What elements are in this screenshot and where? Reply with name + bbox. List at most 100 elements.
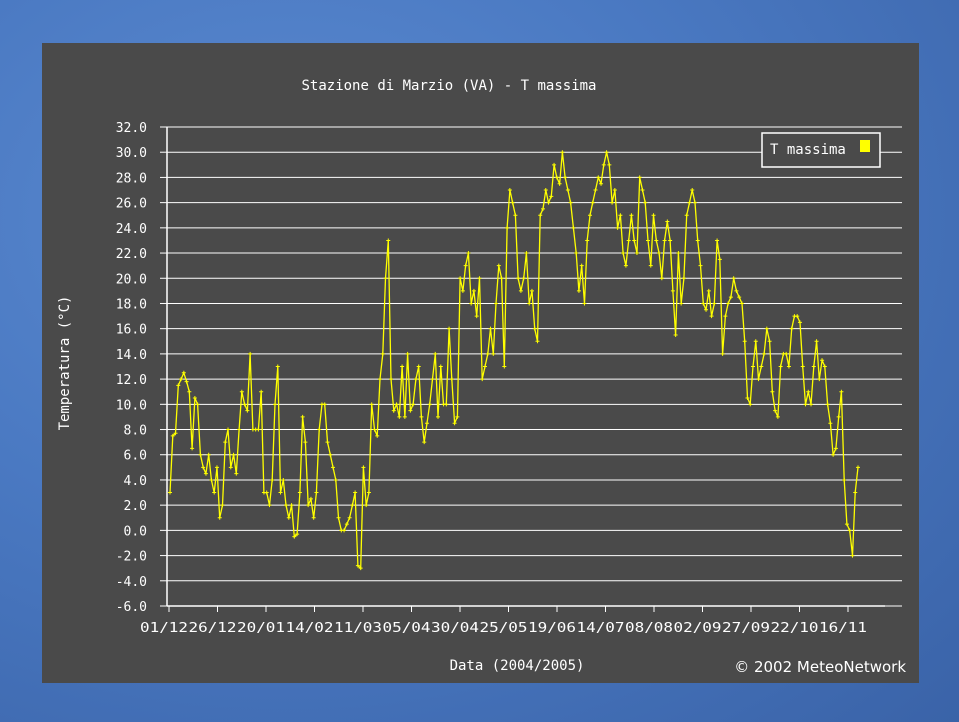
- x-tick-label: 14/02: [286, 621, 334, 636]
- data-point: [466, 251, 471, 256]
- data-point: [640, 188, 645, 193]
- data-point: [471, 288, 476, 293]
- data-point: [270, 477, 275, 482]
- data-point: [784, 351, 789, 356]
- data-point: [820, 358, 825, 363]
- data-point: [297, 490, 302, 495]
- chart-panel: Stazione di Marzio (VA) - T massima 32.0…: [42, 43, 919, 683]
- data-point: [739, 301, 744, 306]
- data-point: [811, 364, 816, 369]
- data-point: [646, 238, 651, 243]
- data-point: [720, 351, 725, 356]
- data-point: [648, 263, 653, 268]
- data-point: [300, 414, 305, 419]
- x-tick-label: 25/05: [480, 621, 528, 636]
- data-point: [552, 162, 557, 167]
- data-point: [789, 326, 794, 331]
- data-point: [706, 288, 711, 293]
- data-point: [615, 225, 620, 230]
- data-point: [745, 396, 750, 401]
- legend-swatch: [860, 140, 870, 152]
- data-point: [668, 238, 673, 243]
- data-point: [198, 452, 203, 457]
- data-point: [375, 433, 380, 438]
- data-point: [306, 503, 311, 508]
- data-point: [637, 175, 642, 180]
- data-point: [168, 490, 172, 495]
- data-point: [350, 503, 355, 508]
- y-tick-label: 4.0: [124, 474, 147, 489]
- data-point: [773, 408, 778, 413]
- data-point: [723, 314, 728, 319]
- x-tick-label: 02/09: [674, 621, 722, 636]
- data-point: [328, 452, 333, 457]
- data-point: [447, 326, 452, 331]
- data-point: [383, 276, 388, 281]
- y-tick-label: 16.0: [116, 323, 147, 338]
- data-point: [623, 263, 628, 268]
- data-point: [380, 351, 385, 356]
- data-point: [217, 515, 222, 520]
- data-point: [314, 490, 319, 495]
- data-point: [590, 200, 595, 205]
- data-point: [242, 402, 247, 407]
- data-point: [654, 238, 659, 243]
- data-point: [220, 503, 225, 508]
- data-point: [317, 427, 322, 432]
- y-tick-label: 14.0: [116, 348, 147, 363]
- data-point: [643, 200, 648, 205]
- data-point: [206, 452, 211, 457]
- y-tick-label: -2.0: [116, 550, 147, 565]
- data-point: [684, 213, 689, 218]
- data-point: [786, 364, 791, 369]
- data-point: [278, 490, 283, 495]
- x-axis-ticks: 01/12 26/12 20/01 14/02 11/03 05/04 30/04 25/05…: [140, 606, 867, 636]
- data-point: [748, 402, 753, 407]
- data-point: [411, 402, 416, 407]
- data-point: [731, 276, 736, 281]
- x-tick-label: 11/03: [334, 621, 382, 636]
- y-tick-label: 26.0: [116, 197, 147, 212]
- data-point: [303, 440, 308, 445]
- data-point: [557, 181, 562, 186]
- y-tick-label: 12.0: [116, 373, 147, 388]
- data-point: [237, 427, 242, 432]
- data-point: [494, 301, 499, 306]
- data-point: [822, 364, 827, 369]
- data-point: [576, 288, 581, 293]
- data-point: [593, 188, 598, 193]
- data-point: [756, 377, 761, 382]
- data-point: [809, 402, 814, 407]
- data-point: [817, 377, 822, 382]
- data-point: [565, 188, 570, 193]
- data-point: [751, 364, 756, 369]
- data-point: [275, 364, 280, 369]
- data-point: [651, 213, 656, 218]
- data-point: [394, 402, 399, 407]
- data-point: [842, 477, 847, 482]
- data-point: [480, 377, 485, 382]
- data-point: [463, 263, 468, 268]
- data-point: [170, 433, 175, 438]
- data-point: [507, 188, 512, 193]
- data-point: [433, 351, 438, 356]
- data-point: [449, 377, 454, 382]
- data-point: [856, 465, 860, 470]
- data-point: [538, 213, 543, 218]
- data-point: [734, 288, 739, 293]
- y-tick-label: 24.0: [116, 222, 147, 237]
- data-point: [458, 276, 463, 281]
- data-point: [212, 490, 217, 495]
- data-point: [618, 213, 623, 218]
- data-point: [223, 440, 228, 445]
- data-point: [226, 427, 231, 432]
- data-point: [477, 276, 482, 281]
- data-point: [529, 288, 534, 293]
- data-point: [662, 238, 667, 243]
- data-point: [256, 427, 261, 432]
- grid-lines: [167, 126, 885, 607]
- data-point: [510, 200, 515, 205]
- data-point: [657, 251, 662, 256]
- data-point: [295, 532, 300, 537]
- y-tick-label: 28.0: [116, 171, 147, 186]
